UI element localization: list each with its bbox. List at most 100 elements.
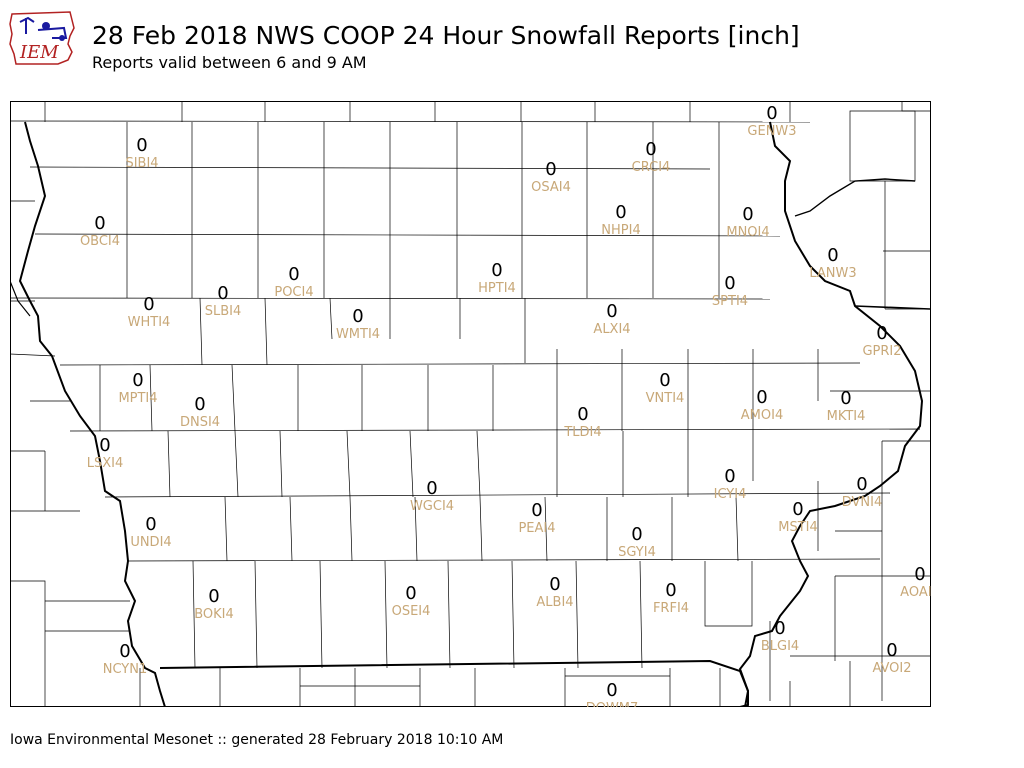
station-value: 0 — [94, 213, 105, 234]
station-id-label: BOKI4 — [194, 607, 234, 622]
station-id-label: WMTI4 — [336, 327, 380, 342]
iowa-outline-east — [738, 121, 924, 707]
station-value: 0 — [426, 478, 437, 499]
station-id-label: WGCI4 — [410, 499, 454, 514]
station-value: 0 — [645, 139, 656, 160]
footer-credit: Iowa Environmental Mesonet :: generated … — [10, 732, 504, 748]
station-id-label: DOWM7 — [586, 701, 639, 707]
station-value: 0 — [856, 474, 867, 495]
station-id-label: ALXI4 — [593, 322, 630, 337]
station-value: 0 — [665, 580, 676, 601]
station-value: 0 — [606, 301, 617, 322]
station-id-label: OSEI4 — [392, 604, 431, 619]
station-id-label: MKTI4 — [827, 409, 866, 424]
station-value: 0 — [143, 294, 154, 315]
station-value: 0 — [792, 499, 803, 520]
iem-logo: IEM — [8, 8, 78, 66]
station-id-label: DNSI4 — [180, 415, 220, 430]
station-id-label: TLDI4 — [563, 425, 601, 440]
station-id-label: SIBI4 — [125, 156, 158, 171]
station-value: 0 — [119, 641, 130, 662]
page-subtitle: Reports valid between 6 and 9 AM — [92, 53, 367, 72]
station-value: 0 — [876, 323, 887, 344]
station-id-label: SPTI4 — [712, 294, 748, 309]
station-value: 0 — [724, 466, 735, 487]
station-id-label: OBCI4 — [80, 234, 120, 249]
station-value: 0 — [531, 500, 542, 521]
station-id-label: NHPI4 — [601, 223, 640, 238]
station-id-label: GENW3 — [747, 124, 796, 139]
station-value: 0 — [774, 618, 785, 639]
station-value: 0 — [288, 264, 299, 285]
station-id-label: SGYI4 — [618, 545, 656, 560]
station-id-label: AVOI2 — [872, 661, 911, 676]
page-title: 28 Feb 2018 NWS COOP 24 Hour Snowfall Re… — [92, 21, 800, 50]
station-id-label: BLGI4 — [761, 639, 799, 654]
station-value: 0 — [742, 204, 753, 225]
iowa-state-logo-icon: IEM — [9, 11, 75, 65]
station-value: 0 — [491, 260, 502, 281]
station-id-label: ICYI4 — [714, 487, 747, 502]
station-id-label: FRFI4 — [653, 601, 689, 616]
station-aoai2: 0AOAI2 — [900, 564, 931, 600]
station-value: 0 — [840, 388, 851, 409]
station-value: 0 — [724, 273, 735, 294]
logo-text: IEM — [19, 42, 59, 63]
station-value: 0 — [99, 435, 110, 456]
station-value: 0 — [756, 387, 767, 408]
station-value: 0 — [549, 574, 560, 595]
station-value: 0 — [145, 514, 156, 535]
station-id-label: MNOI4 — [726, 225, 769, 240]
station-id-label: HPTI4 — [478, 281, 516, 296]
station-value: 0 — [132, 370, 143, 391]
station-id-label: LSXI4 — [87, 456, 124, 471]
station-value: 0 — [606, 680, 617, 701]
station-value: 0 — [827, 245, 838, 266]
station-id-label: VNTI4 — [646, 391, 685, 406]
station-id-label: CRCI4 — [632, 160, 671, 175]
station-id-label: PEAI4 — [518, 521, 555, 536]
station-value: 0 — [194, 394, 205, 415]
station-value: 0 — [615, 202, 626, 223]
station-value: 0 — [659, 370, 670, 391]
station-id-label: AMOI4 — [741, 408, 783, 423]
station-id-label: NCYN1 — [103, 662, 148, 677]
station-id-label: LANW3 — [809, 266, 856, 281]
station-id-label: WHTI4 — [128, 315, 171, 330]
station-value: 0 — [136, 135, 147, 156]
station-value: 0 — [577, 404, 588, 425]
station-value: 0 — [217, 283, 228, 304]
station-id-label: POCI4 — [274, 285, 313, 300]
